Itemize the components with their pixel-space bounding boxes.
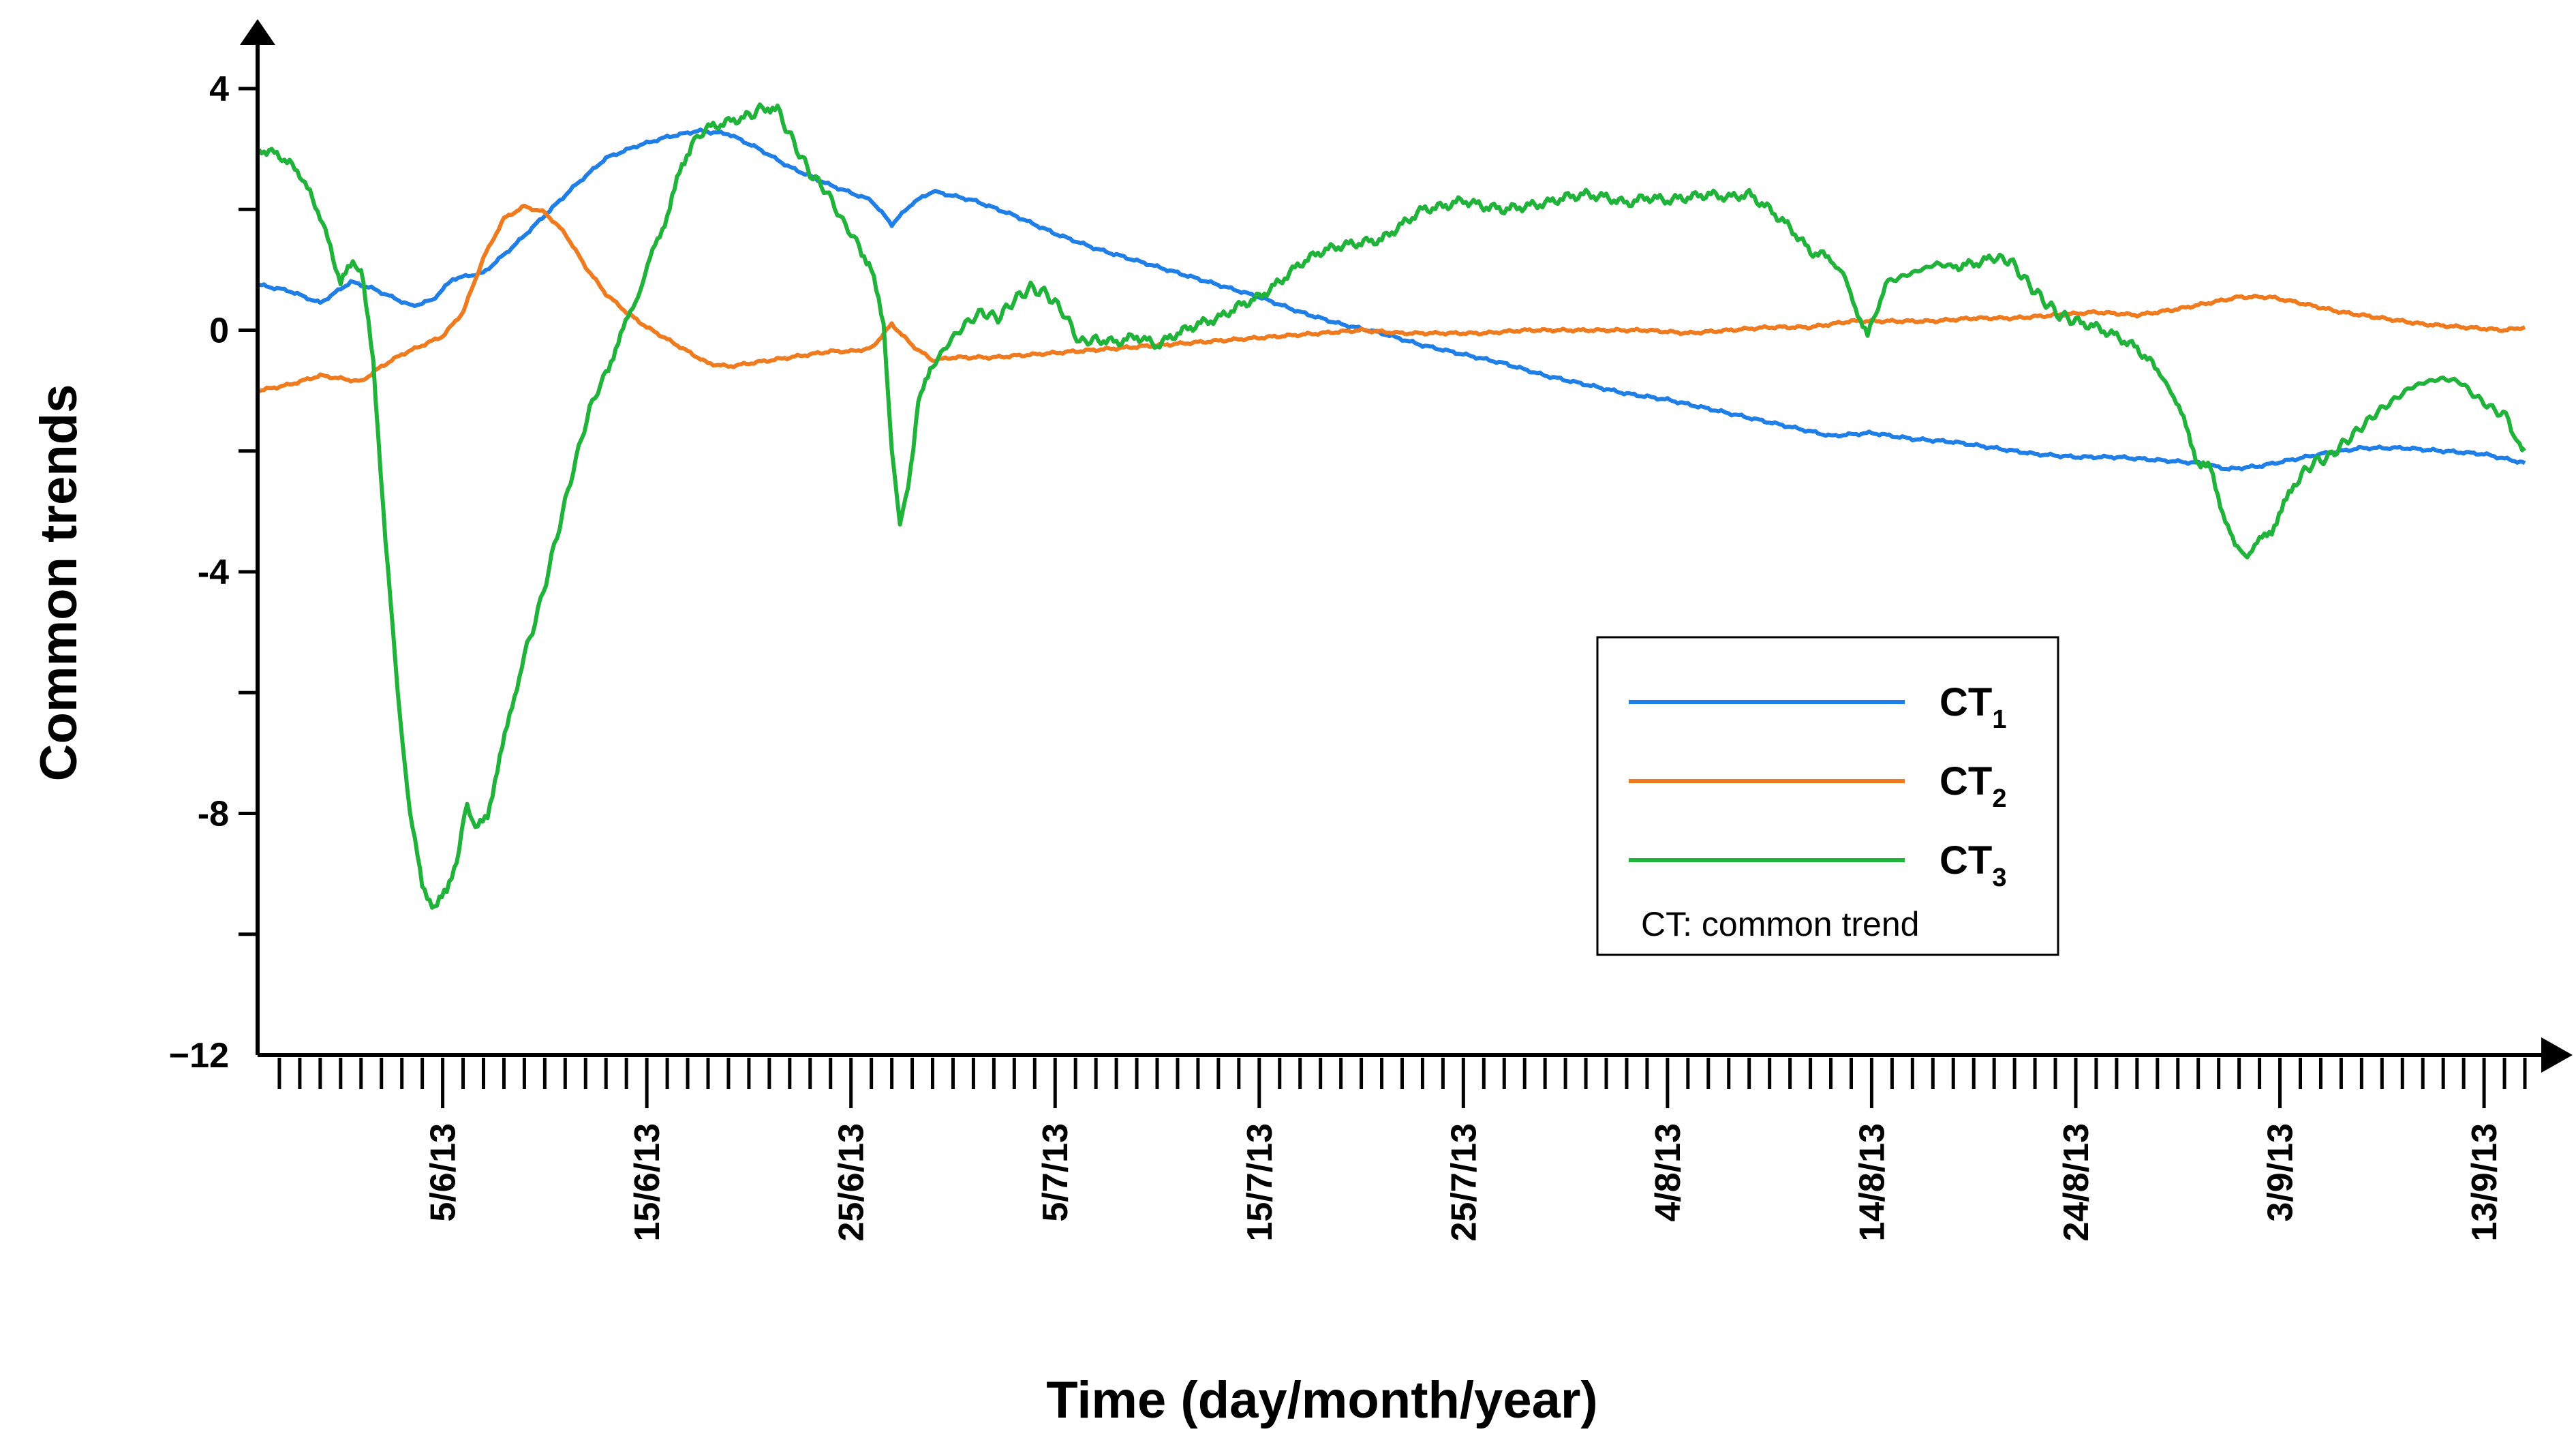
x-axis-arrow-icon <box>2541 1037 2573 1073</box>
legend-subscript: 1 <box>1992 705 2006 734</box>
y-tick-label: -4 <box>198 553 229 592</box>
legend-subscript: 2 <box>1992 784 2006 813</box>
x-tick-label: 5/7/13 <box>1036 1123 1075 1222</box>
axes <box>240 19 2573 1073</box>
x-axis-title: Time (day/month/year) <box>1046 1371 1597 1429</box>
y-tick-label: 0 <box>209 311 229 351</box>
y-tick-label: -8 <box>198 795 229 834</box>
x-tick-label: 25/7/13 <box>1444 1123 1484 1242</box>
ticks: 4 0 -4 -8 −12 5/6/13 15/6/13 25/6/13 5/7/13 15/7/… <box>169 70 2527 1242</box>
x-tick-label: 15/7/13 <box>1240 1123 1280 1242</box>
series-line-ct2 <box>258 203 2526 394</box>
x-tick-label: 3/9/13 <box>2261 1123 2301 1222</box>
series-line-ct3 <box>257 102 2526 910</box>
y-axis-arrow-icon <box>240 19 275 45</box>
x-tick-label: 15/6/13 <box>628 1123 667 1242</box>
legend-note: CT: common trend <box>1641 905 1919 943</box>
y-tick-label: −12 <box>169 1036 229 1075</box>
x-tick-label: 14/8/13 <box>1852 1123 1892 1242</box>
legend-box <box>1596 636 2059 956</box>
y-tick-label: 4 <box>209 70 229 109</box>
x-tick-label: 5/6/13 <box>424 1123 463 1222</box>
x-tick-label: 24/8/13 <box>2057 1123 2096 1242</box>
legend-subscript: 3 <box>1992 864 2006 892</box>
plot-lines <box>257 102 2526 910</box>
x-tick-label: 13/9/13 <box>2465 1123 2504 1242</box>
x-tick-label: 4/8/13 <box>1649 1123 1688 1222</box>
y-axis-title: Common trends <box>30 384 88 782</box>
x-tick-label: 25/6/13 <box>832 1123 872 1242</box>
